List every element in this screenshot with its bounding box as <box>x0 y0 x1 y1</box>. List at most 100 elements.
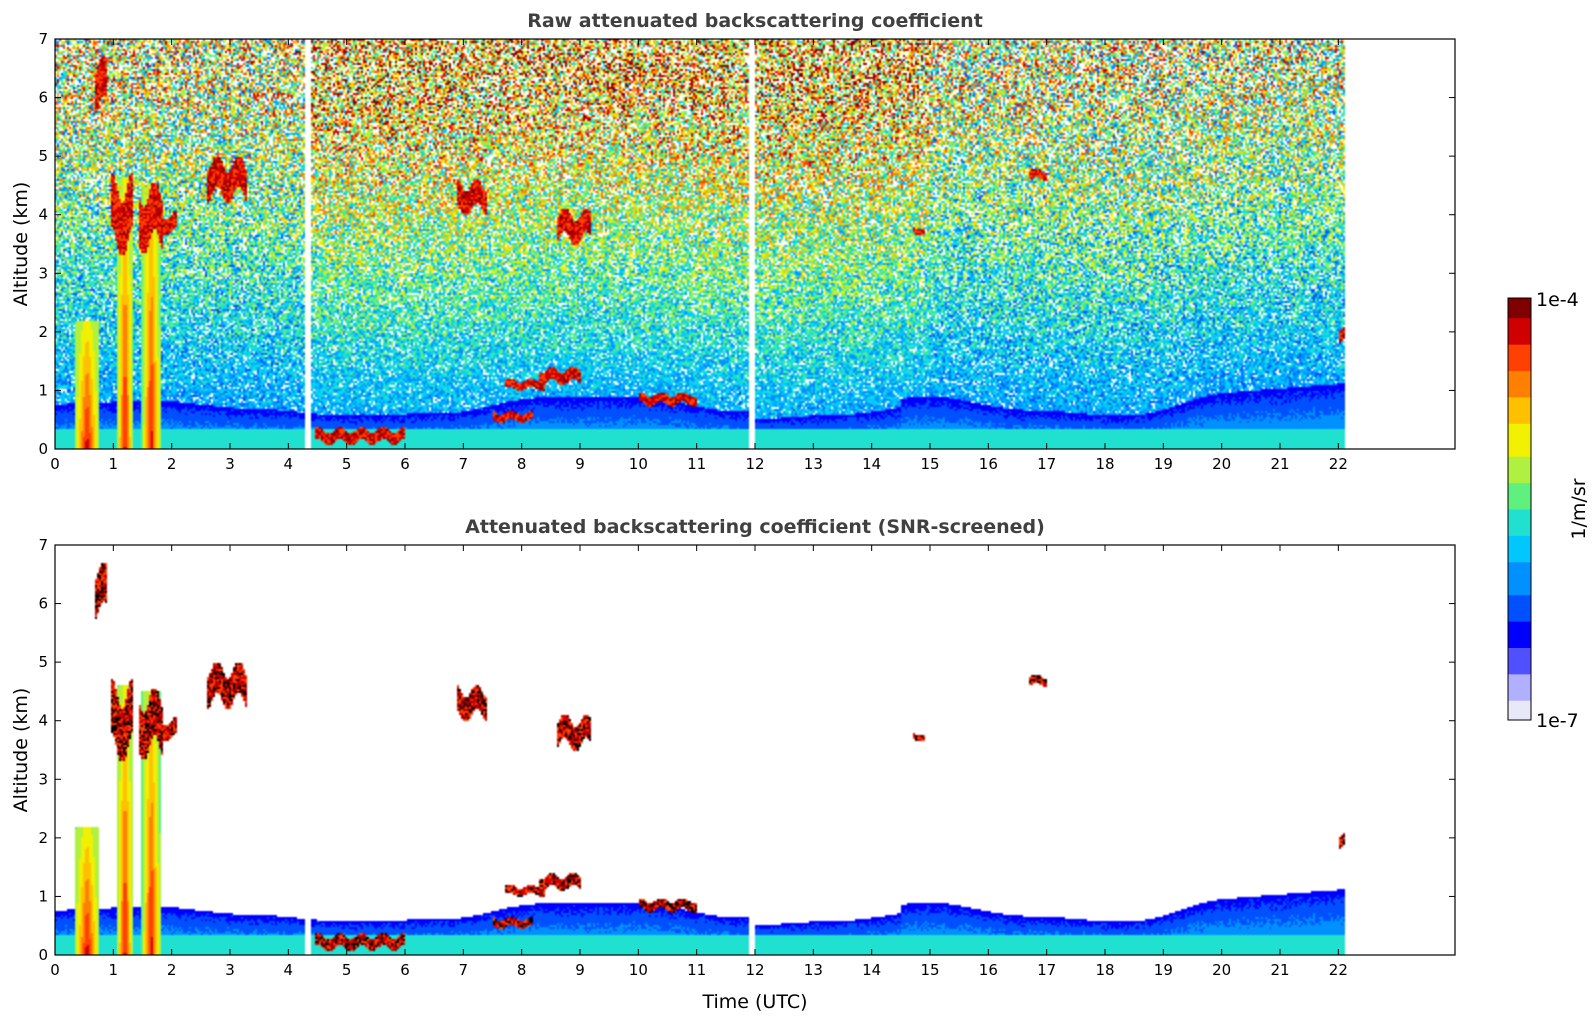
x-tick-label: 19 <box>1154 961 1173 979</box>
x-tick-label: 0 <box>50 455 60 473</box>
x-tick-label: 9 <box>575 455 585 473</box>
panel-title: Attenuated backscattering coefficient (S… <box>465 516 1045 538</box>
x-tick-label: 17 <box>1037 455 1056 473</box>
x-tick-label: 11 <box>687 455 706 473</box>
x-tick-label: 12 <box>745 455 764 473</box>
colorbar-swatches <box>1508 298 1531 721</box>
colorbar-swatch <box>1508 654 1531 662</box>
x-tick-label: 4 <box>284 961 294 979</box>
snr-screened-heatmap <box>55 545 1455 955</box>
colorbar-swatch <box>1508 509 1531 517</box>
colorbar-swatch <box>1508 383 1531 391</box>
raw-backscatter-heatmap <box>55 39 1455 449</box>
x-ticks: 0 1 2 3 4 5 6 7 8 9 10 11 12 13 14 15 16 17 18 19 20 21 22 <box>50 39 1348 473</box>
colorbar-max-label: 1e-4 <box>1536 289 1579 311</box>
x-tick-label: 20 <box>1212 455 1231 473</box>
x-tick-label: 10 <box>629 961 648 979</box>
x-tick-label: 10 <box>629 455 648 473</box>
x-tick-label: 11 <box>687 961 706 979</box>
colorbar-frame <box>1507 297 1532 721</box>
x-tick-label: 5 <box>342 455 352 473</box>
colorbar-swatch <box>1508 687 1531 695</box>
colorbar-swatch <box>1508 443 1531 451</box>
x-tick-label: 4 <box>284 455 294 473</box>
colorbar-swatch <box>1508 324 1531 332</box>
y-axis-label: Altitude (km) <box>10 182 32 307</box>
y-tick-label: 0 <box>38 440 48 458</box>
colorbar-swatch <box>1508 344 1531 352</box>
x-tick-label: 16 <box>979 455 998 473</box>
x-tick-label: 14 <box>862 961 881 979</box>
y-tick-label: 2 <box>38 323 48 341</box>
x-tick-label: 13 <box>804 961 823 979</box>
colorbar-swatch <box>1508 370 1531 378</box>
x-tick-label: 8 <box>517 961 527 979</box>
x-ticks: 0 1 2 3 4 5 6 7 8 9 10 11 12 13 14 15 16 17 18 19 20 21 22 <box>50 545 1348 979</box>
colorbar-swatch <box>1508 416 1531 424</box>
x-tick-label: 8 <box>517 455 527 473</box>
colorbar-swatch <box>1508 607 1531 615</box>
colorbar-swatch <box>1508 660 1531 668</box>
y-ticks: 0 1 2 3 4 5 6 7 <box>38 30 1455 458</box>
panel-title: Raw attenuated backscattering coefficien… <box>527 10 983 32</box>
colorbar-swatch <box>1508 621 1531 629</box>
colorbar-swatch <box>1508 680 1531 688</box>
colorbar-swatch <box>1508 574 1531 583</box>
x-tick-label: 15 <box>920 455 939 473</box>
x-tick-label: 12 <box>745 961 764 979</box>
x-axis-label: Time (UTC) <box>701 991 807 1013</box>
x-tick-label: 0 <box>50 961 60 979</box>
x-tick-label: 3 <box>225 961 235 979</box>
x-tick-label: 2 <box>167 961 177 979</box>
x-tick-label: 18 <box>1095 455 1114 473</box>
colorbar-swatch <box>1508 330 1531 339</box>
colorbar-swatch <box>1508 528 1531 536</box>
colorbar-swatch <box>1508 515 1531 523</box>
colorbar-swatch <box>1508 667 1531 675</box>
y-tick-label: 5 <box>38 147 48 165</box>
x-tick-label: 1 <box>109 961 119 979</box>
colorbar-swatch <box>1508 693 1531 701</box>
x-tick-label: 6 <box>400 961 410 979</box>
colorbar-swatch <box>1508 706 1531 714</box>
colorbar-swatch <box>1508 357 1531 365</box>
colorbar-unit-label: 1/m/sr <box>1568 478 1590 539</box>
y-tick-label: 1 <box>38 381 48 399</box>
x-tick-label: 17 <box>1037 961 1056 979</box>
x-tick-label: 2 <box>167 455 177 473</box>
colorbar-swatch <box>1508 634 1531 642</box>
x-tick-label: 22 <box>1329 961 1348 979</box>
colorbar-swatch <box>1508 390 1531 398</box>
x-tick-label: 14 <box>862 455 881 473</box>
x-tick-label: 6 <box>400 455 410 473</box>
x-tick-label: 19 <box>1154 455 1173 473</box>
colorbar-swatch <box>1508 541 1531 550</box>
colorbar-swatch <box>1508 298 1531 306</box>
colorbar-swatch <box>1508 350 1531 358</box>
colorbar-swatch <box>1508 489 1531 497</box>
colorbar-swatch <box>1508 673 1531 681</box>
colorbar-swatch <box>1508 469 1531 477</box>
colorbar-swatch <box>1508 700 1531 708</box>
x-tick-label: 7 <box>459 455 469 473</box>
y-tick-label: 5 <box>38 653 48 671</box>
colorbar-swatch <box>1508 601 1531 609</box>
colorbar-swatch <box>1508 423 1531 431</box>
colorbar-swatch <box>1508 317 1531 325</box>
colorbar-swatch <box>1508 647 1531 655</box>
colorbar: 1e-4 1e-7 1/m/sr <box>1507 289 1590 732</box>
colorbar-swatch <box>1508 522 1531 530</box>
colorbar-swatch <box>1508 502 1531 510</box>
x-tick-label: 21 <box>1270 455 1289 473</box>
colorbar-swatch <box>1508 588 1531 596</box>
colorbar-swatch <box>1508 403 1531 411</box>
colorbar-swatch <box>1508 640 1531 648</box>
colorbar-swatch <box>1508 449 1531 457</box>
colorbar-swatch <box>1508 713 1531 721</box>
colorbar-swatch <box>1508 548 1531 556</box>
y-tick-label: 2 <box>38 829 48 847</box>
x-tick-label: 16 <box>979 961 998 979</box>
x-tick-label: 1 <box>109 455 119 473</box>
x-tick-label: 20 <box>1212 961 1231 979</box>
